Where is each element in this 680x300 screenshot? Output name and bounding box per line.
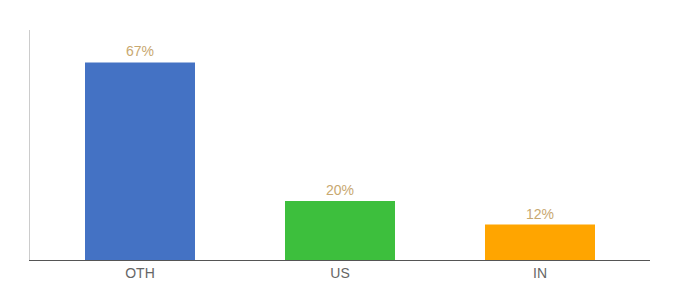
svg-text:US: US: [330, 265, 349, 281]
svg-text:20%: 20%: [326, 182, 354, 198]
svg-text:IN: IN: [533, 265, 547, 281]
svg-text:OTH: OTH: [125, 265, 155, 281]
svg-text:12%: 12%: [526, 206, 554, 222]
svg-text:67%: 67%: [126, 43, 154, 59]
